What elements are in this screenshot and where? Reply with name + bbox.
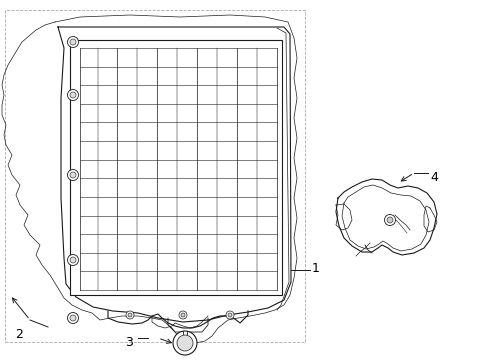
- Text: 3: 3: [125, 336, 133, 348]
- Text: 2: 2: [15, 328, 23, 342]
- Circle shape: [126, 311, 134, 319]
- Circle shape: [385, 215, 395, 225]
- Circle shape: [179, 311, 187, 319]
- Circle shape: [70, 172, 76, 178]
- Text: 1: 1: [312, 261, 320, 275]
- Circle shape: [70, 315, 76, 321]
- Circle shape: [70, 92, 76, 98]
- Circle shape: [177, 335, 193, 351]
- Circle shape: [181, 313, 185, 317]
- Circle shape: [387, 217, 393, 223]
- Circle shape: [173, 331, 197, 355]
- Text: 4: 4: [430, 171, 438, 184]
- Bar: [70, 40, 282, 295]
- Circle shape: [68, 90, 78, 100]
- Circle shape: [68, 312, 78, 324]
- Circle shape: [70, 257, 76, 263]
- Circle shape: [226, 311, 234, 319]
- Bar: [5, 10, 305, 342]
- Circle shape: [68, 170, 78, 180]
- Circle shape: [68, 255, 78, 266]
- Circle shape: [70, 39, 76, 45]
- Circle shape: [128, 313, 132, 317]
- Circle shape: [228, 313, 232, 317]
- Circle shape: [68, 36, 78, 48]
